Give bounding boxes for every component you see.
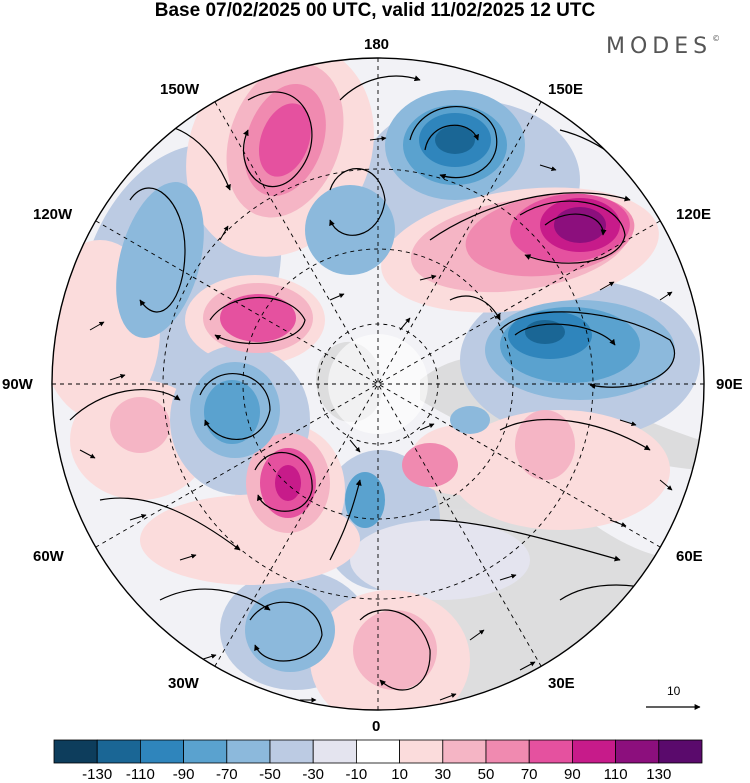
colorbar-swatch — [399, 739, 444, 764]
colorbar-tick-label: -50 — [259, 766, 281, 783]
negative-anomalies — [116, 90, 675, 672]
lon-label-30w: 30W — [168, 675, 199, 692]
colorbar-tick-label: -110 — [125, 766, 155, 783]
map-boundary — [51, 57, 705, 711]
colorbar-tick-label: 50 — [477, 766, 495, 783]
copyright-mark: © — [712, 34, 721, 43]
lon-label-90e: 90E — [716, 376, 743, 393]
lon-label-0: 0 — [372, 718, 381, 735]
colorbar-tick-label: -10 — [345, 766, 368, 783]
colorbar-swatch — [658, 739, 703, 764]
lon-label-120w: 120W — [33, 206, 73, 223]
positive-anomalies — [110, 62, 635, 690]
colorbar-tick-label: -130 — [82, 766, 113, 783]
colorbar-tick-label: -30 — [302, 766, 325, 783]
colorbar-swatch — [226, 739, 271, 764]
anomaly-field — [52, 58, 704, 710]
brand-text: MODES — [606, 34, 713, 59]
colorbar — [53, 739, 703, 764]
reference-vector-value: 10 — [667, 684, 681, 698]
colorbar-swatch — [485, 739, 530, 764]
colorbar-swatch — [139, 739, 184, 764]
lon-label-120e: 120E — [676, 206, 712, 223]
colorbar-tick-label: 110 — [603, 766, 628, 783]
colorbar-swatch — [96, 739, 141, 764]
colorbar-swatch — [442, 739, 487, 764]
colorbar-swatch — [528, 739, 573, 764]
colorbar-swatch — [269, 739, 314, 764]
colorbar-swatch — [572, 739, 617, 764]
colorbar-swatch — [355, 739, 400, 764]
lon-label-30e: 30E — [548, 675, 575, 692]
colorbar-tick-label: 30 — [434, 766, 452, 783]
colorbar-swatch — [53, 739, 98, 764]
map-title: Base 07/02/2025 00 UTC, valid 11/02/2025… — [154, 0, 596, 21]
weak-anomaly-bands — [52, 58, 700, 710]
lon-label-60w: 60W — [33, 548, 64, 565]
colorbar-swatch — [183, 739, 228, 764]
colorbar-tick-label: -90 — [172, 766, 195, 783]
lon-label-90w: 90W — [2, 376, 33, 393]
colorbar-swatch — [615, 739, 660, 764]
colorbar-swatch — [312, 739, 357, 764]
lon-label-180: 180 — [364, 36, 390, 53]
lon-label-150w: 150W — [160, 81, 200, 98]
lon-label-150e: 150E — [548, 81, 584, 98]
polar-cap — [328, 334, 428, 434]
colorbar-tick-label: -70 — [215, 766, 238, 783]
colorbar-tick-label: 10 — [391, 766, 408, 783]
colorbar-tick-label: 70 — [520, 766, 538, 783]
modes-logo: MODES© — [606, 34, 720, 59]
colorbar-tick-label: 130 — [646, 766, 672, 783]
colorbar-tick-label: 90 — [564, 766, 581, 783]
lon-label-60e: 60E — [676, 548, 703, 565]
